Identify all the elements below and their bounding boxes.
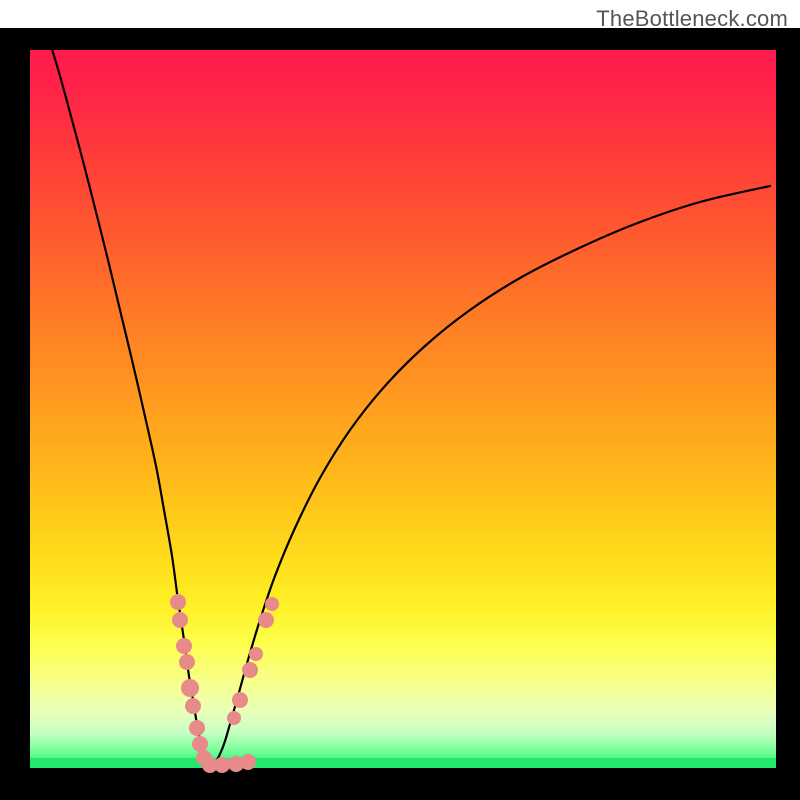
chart-green-band [30, 758, 776, 768]
marker-right [227, 711, 241, 725]
marker-right [258, 612, 274, 628]
marker-left [179, 654, 195, 670]
chart-canvas [0, 0, 800, 800]
marker-left [192, 736, 208, 752]
marker-bottom [240, 754, 256, 770]
marker-right [249, 647, 263, 661]
marker-left [189, 720, 205, 736]
marker-right [232, 692, 248, 708]
bottleneck-chart: TheBottleneck.com [0, 0, 800, 800]
marker-right [265, 597, 279, 611]
watermark-text: TheBottleneck.com [596, 6, 788, 32]
marker-left [170, 594, 186, 610]
marker-left [172, 612, 188, 628]
marker-left [176, 638, 192, 654]
chart-background-gradient [30, 50, 776, 768]
marker-right [242, 662, 258, 678]
marker-left [185, 698, 201, 714]
marker-bottom [214, 757, 230, 773]
marker-left [181, 679, 199, 697]
